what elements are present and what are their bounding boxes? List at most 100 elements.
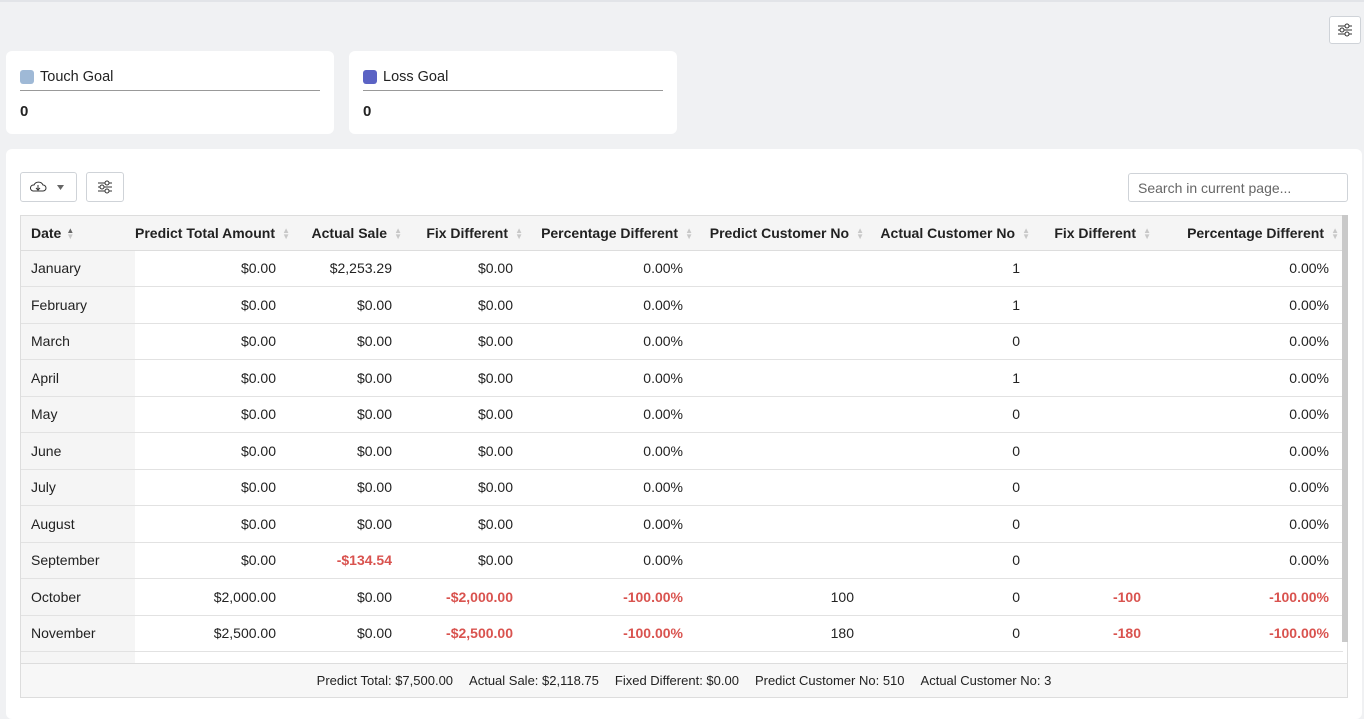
table-cell: $0.00 (290, 286, 406, 324)
table-cell: -100.00% (1155, 578, 1343, 616)
sort-icon[interactable]: ▲ ▼ (1022, 226, 1030, 242)
table-cell: $0.00 (290, 396, 406, 433)
cell-text: 0.00% (1289, 442, 1329, 459)
column-header[interactable]: Date ▲ ▼ (21, 216, 135, 251)
table-row: December $3,000.00 $0.00 -$3,000.00 -100.00%… (21, 651, 1343, 664)
cell-text: $0.00 (477, 296, 513, 313)
column-header[interactable]: Percentage Different ▲ ▼ (527, 216, 697, 251)
cell-text: 0 (1012, 442, 1020, 459)
summary-item: Fixed Different: $0.00 (614, 673, 739, 688)
sort-icon[interactable]: ▲ ▼ (1331, 226, 1339, 242)
cell-text: $2,500.00 (213, 625, 276, 642)
cell-text: 0.00% (1289, 406, 1329, 423)
table-row: July $0.00 $0.00 $0.00 0.00% 0 0.00% (21, 469, 1343, 506)
cell-text: 0 (1012, 479, 1020, 496)
column-settings-button[interactable] (86, 172, 124, 202)
goal-card: Touch Goal 0 (6, 51, 334, 134)
table-cell: 0.00% (1155, 396, 1343, 433)
cell-text: $0.00 (356, 625, 392, 642)
column-header[interactable]: Actual Customer No ▲ ▼ (868, 216, 1034, 251)
table-cell: $0.00 (406, 505, 527, 543)
table-cell: 180 (697, 615, 868, 652)
cell-text: $0.00 (356, 369, 392, 386)
cell-text: -100 (1112, 588, 1141, 605)
cell-text: 0.00% (643, 515, 683, 532)
table-cell (1034, 323, 1155, 360)
cell-text: $0.00 (240, 479, 276, 496)
table-row: October $2,000.00 $0.00 -$2,000.00 -100.00% 1… (21, 578, 1343, 616)
cell-text: 1 (1012, 369, 1020, 386)
cell-text: 0.00% (1289, 260, 1329, 277)
card-value: 0 (363, 103, 372, 120)
table-cell (697, 432, 868, 470)
cell-text: -$2,000.00 (446, 588, 513, 605)
search-input[interactable]: Search in current page... (1128, 173, 1348, 202)
header-text: Percentage Different (541, 224, 678, 241)
column-header[interactable]: Predict Total Amount ▲ ▼ (135, 216, 290, 251)
table-cell: 1 (868, 359, 1034, 397)
table-cell: 0 (868, 578, 1034, 616)
table-cell: -100.00% (1155, 651, 1343, 664)
summary-footer: Predict Total: $7,500.00 Actual Sale: $2,… (20, 663, 1348, 698)
table-cell: $2,500.00 (135, 615, 290, 652)
cell-text: September (31, 552, 100, 569)
table-cell: April (21, 359, 135, 397)
column-header[interactable]: Fix Different ▲ ▼ (1034, 216, 1155, 251)
table-cell: $0.00 (135, 432, 290, 470)
table-cell (1034, 469, 1155, 506)
table-cell: $2,000.00 (135, 578, 290, 616)
column-header[interactable]: Actual Sale ▲ ▼ (290, 216, 406, 251)
cell-text: $0.00 (356, 406, 392, 423)
cell-text: 0.00% (643, 369, 683, 386)
column-header[interactable]: Fix Different ▲ ▼ (406, 216, 527, 251)
cell-text: 0.00% (643, 552, 683, 569)
table-cell: $0.00 (135, 542, 290, 579)
table-cell: $0.00 (290, 505, 406, 543)
cell-text: -100.00% (623, 588, 683, 605)
table-cell: 1 (868, 250, 1034, 287)
settings-button[interactable] (1329, 16, 1361, 44)
cell-text: 0.00% (1289, 515, 1329, 532)
table-cell: -$134.54 (290, 542, 406, 579)
column-header[interactable]: Percentage Different ▲ ▼ (1155, 216, 1343, 251)
table-cell: October (21, 578, 135, 616)
table-cell: -$2,500.00 (406, 615, 527, 652)
sort-icon[interactable]: ▲ ▼ (515, 226, 523, 242)
table-cell: -180 (1034, 615, 1155, 652)
cell-text: $0.00 (357, 662, 392, 664)
export-icon (29, 181, 64, 192)
cell-text: 0.00% (643, 479, 683, 496)
table-cell: $0.00 (406, 250, 527, 287)
table-container: Date ▲ ▼ Predict Total Amount ▲ ▼ Actual Sale ▲… (20, 215, 1348, 664)
cell-text: 0 (1012, 333, 1020, 350)
scrollbar[interactable] (1342, 215, 1348, 642)
table-cell: 0.00% (527, 323, 697, 360)
table-row: June $0.00 $0.00 $0.00 0.00% 0 0.00% (21, 432, 1343, 470)
sort-icon[interactable]: ▲ ▼ (282, 226, 290, 242)
cell-text: -100.00% (1269, 662, 1329, 664)
sort-icon[interactable]: ▲ ▼ (1143, 226, 1151, 242)
table-cell: 230 (697, 651, 868, 664)
header-text: Percentage Different (1187, 224, 1324, 241)
cell-text: 0.00% (1289, 296, 1329, 313)
column-header[interactable]: Predict Customer No ▲ ▼ (697, 216, 868, 251)
sort-icon[interactable]: ▲ ▼ (856, 226, 864, 242)
sort-icon[interactable]: ▲ ▼ (394, 226, 402, 242)
cell-text: $0.00 (240, 552, 276, 569)
sort-icon[interactable]: ▲ ▼ (685, 226, 693, 242)
sort-icon[interactable]: ▲ ▼ (66, 226, 75, 242)
table-cell: -100.00% (527, 651, 697, 664)
cell-text: -100.00% (623, 625, 683, 642)
table-cell: $0.00 (290, 578, 406, 616)
cell-text: July (31, 479, 56, 496)
table-cell: -$2,000.00 (406, 578, 527, 616)
cell-text: November (31, 625, 96, 642)
cell-text: 180 (830, 625, 854, 642)
table-row: January $0.00 $2,253.29 $0.00 0.00% 1 0.00% (21, 250, 1343, 287)
cell-text: January (31, 260, 81, 277)
export-button[interactable] (20, 172, 77, 202)
cell-text: $0.00 (477, 369, 513, 386)
table-cell: February (21, 286, 135, 324)
cell-text: 0.00% (1289, 552, 1329, 569)
table-cell: -100.00% (527, 578, 697, 616)
